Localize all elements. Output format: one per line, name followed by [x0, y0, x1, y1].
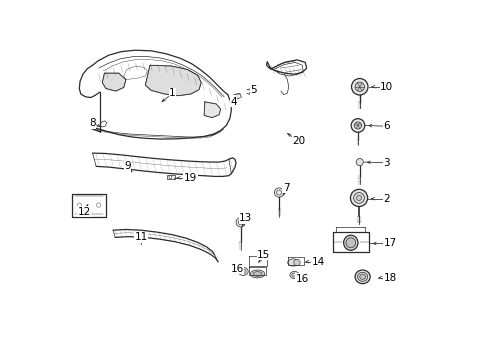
Ellipse shape: [355, 270, 370, 284]
Text: 4: 4: [230, 97, 237, 107]
Circle shape: [355, 82, 365, 91]
Polygon shape: [204, 102, 220, 118]
Polygon shape: [102, 73, 126, 91]
Text: 13: 13: [239, 213, 252, 223]
Circle shape: [354, 193, 365, 203]
Text: 12: 12: [78, 207, 91, 217]
Ellipse shape: [358, 273, 368, 281]
Text: 1: 1: [169, 88, 176, 98]
Circle shape: [356, 158, 364, 166]
Circle shape: [354, 122, 362, 129]
Text: 3: 3: [383, 158, 390, 168]
Ellipse shape: [288, 259, 299, 266]
Text: 16: 16: [230, 264, 244, 274]
Ellipse shape: [343, 235, 358, 250]
Circle shape: [351, 78, 368, 95]
Circle shape: [169, 176, 172, 179]
Ellipse shape: [238, 267, 248, 275]
Text: 14: 14: [312, 257, 325, 267]
Ellipse shape: [253, 272, 262, 276]
Circle shape: [294, 259, 300, 266]
Text: 17: 17: [384, 238, 397, 248]
Text: 20: 20: [292, 136, 305, 146]
Circle shape: [357, 195, 362, 201]
Circle shape: [274, 188, 284, 197]
Text: 15: 15: [257, 249, 270, 260]
Text: 7: 7: [283, 183, 290, 193]
Circle shape: [351, 119, 365, 132]
Circle shape: [350, 189, 368, 207]
Text: 19: 19: [184, 173, 197, 183]
Ellipse shape: [290, 271, 299, 279]
Text: 10: 10: [380, 82, 393, 92]
Text: 16: 16: [296, 274, 309, 284]
FancyBboxPatch shape: [167, 175, 175, 179]
Text: 9: 9: [124, 161, 131, 171]
Ellipse shape: [346, 238, 356, 248]
Ellipse shape: [360, 274, 366, 279]
Ellipse shape: [240, 269, 246, 274]
Text: 5: 5: [251, 85, 257, 95]
Text: 6: 6: [383, 121, 390, 131]
Text: 18: 18: [384, 273, 397, 283]
Text: 8: 8: [89, 118, 96, 128]
Text: 11: 11: [134, 232, 147, 242]
Ellipse shape: [292, 273, 297, 277]
Circle shape: [236, 218, 245, 227]
Ellipse shape: [250, 270, 265, 278]
Polygon shape: [146, 65, 201, 96]
Text: 2: 2: [383, 194, 390, 204]
